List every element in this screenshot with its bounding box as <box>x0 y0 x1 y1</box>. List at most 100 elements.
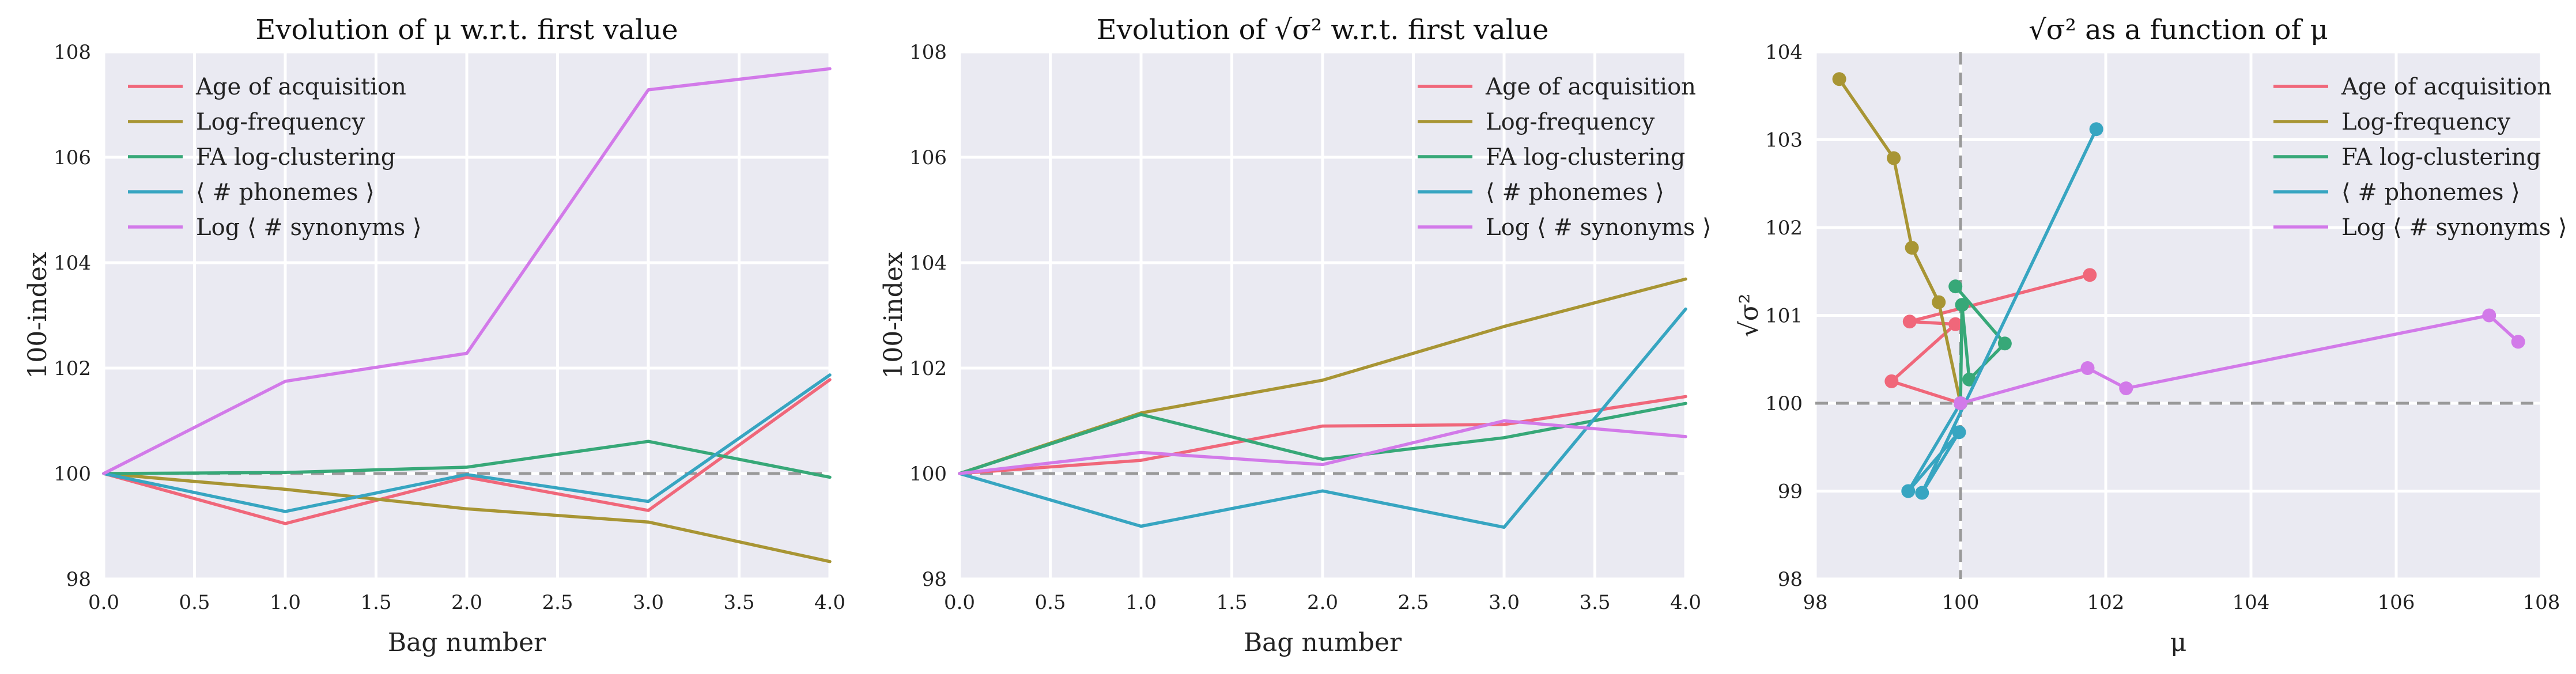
x-tick-label: 3.5 <box>723 591 754 614</box>
y-axis-label: 100-index <box>879 252 908 378</box>
data-point <box>1954 396 1967 410</box>
x-tick-label: 98 <box>1803 591 1827 614</box>
data-point <box>1962 372 1977 387</box>
x-tick-label: 0.0 <box>88 591 119 614</box>
data-point <box>1952 425 1966 440</box>
legend-label: Log ⟨ # synonyms ⟩ <box>2341 214 2567 241</box>
chart-title: Evolution of √σ² w.r.t. first value <box>1097 14 1549 46</box>
x-tick-label: 1.0 <box>270 591 301 614</box>
series-line-2 <box>102 472 832 563</box>
chart-panel-1: 0.0 0.5 1.0 1.5 2.0 2.5 3.0 3.5 4.09810010210410… <box>23 14 845 657</box>
series-line-5 <box>102 67 832 475</box>
x-tick-label: 2.5 <box>542 591 573 614</box>
x-tick-label: 1.0 <box>1125 591 1157 614</box>
data-point <box>1884 374 1899 388</box>
data-point <box>2080 361 2095 375</box>
series-line-1 <box>102 378 832 525</box>
x-tick-label: 104 <box>2233 591 2270 614</box>
y-tick-label: 108 <box>54 41 91 64</box>
legend: Age of acquisition Log-frequency FA log-cl… <box>2273 74 2567 241</box>
x-tick-label: 3.0 <box>633 591 664 614</box>
series-line-1 <box>958 395 1687 475</box>
legend-label: ⟨ # phonemes ⟩ <box>196 179 375 206</box>
x-tick-label: 102 <box>2087 591 2125 614</box>
legend-label: FA log-clustering <box>196 144 395 171</box>
data-point <box>2511 335 2525 349</box>
legend-label: Log ⟨ # synonyms ⟩ <box>196 214 422 241</box>
y-tick-label: 104 <box>1765 41 1803 64</box>
y-tick-label: 102 <box>54 357 91 380</box>
y-axis-label: √σ² <box>1735 294 1764 338</box>
data-point <box>1955 298 1969 312</box>
x-axis-label: Bag number <box>1244 628 1402 657</box>
legend: Age of acquisition Log-frequency FA log-cl… <box>1418 74 1712 241</box>
legend-label: Log-frequency <box>2341 109 2511 135</box>
chart-title: Evolution of μ w.r.t. first value <box>255 14 678 46</box>
x-tick-label: 0.5 <box>179 591 210 614</box>
data-point <box>1948 317 1963 331</box>
y-tick-label: 102 <box>909 357 947 380</box>
y-tick-label: 100 <box>1765 392 1803 415</box>
x-tick-label: 4.0 <box>1670 591 1701 614</box>
data-point <box>1832 72 1846 86</box>
data-point <box>2083 268 2097 282</box>
data-point <box>1902 315 1917 329</box>
y-tick-label: 99 <box>1778 480 1803 503</box>
data-point <box>1915 486 1929 500</box>
x-tick-label: 3.5 <box>1579 591 1610 614</box>
x-tick-label: 100 <box>1942 591 1980 614</box>
legend-label: Log-frequency <box>1486 109 1655 135</box>
legend: Age of acquisition Log-frequency FA log-cl… <box>128 74 422 241</box>
data-point <box>1948 279 1963 294</box>
y-tick-label: 102 <box>1765 217 1803 240</box>
y-tick-label: 108 <box>909 41 947 64</box>
chart-panel-2: 0.0 0.5 1.0 1.5 2.0 2.5 3.0 3.5 4.09810010210410… <box>879 14 1712 657</box>
x-tick-label: 2.0 <box>451 591 482 614</box>
y-tick-label: 100 <box>909 463 947 486</box>
y-axis-label: 100-index <box>23 252 52 378</box>
y-tick-label: 98 <box>922 568 947 591</box>
data-point <box>1887 151 1901 165</box>
data-point <box>2089 122 2103 137</box>
x-tick-label: 1.5 <box>1216 591 1247 614</box>
legend-label: FA log-clustering <box>1486 144 1685 171</box>
legend-label: ⟨ # phonemes ⟩ <box>1486 179 1664 206</box>
x-tick-label: 1.5 <box>360 591 391 614</box>
data-point <box>2482 308 2496 323</box>
data-point <box>1905 241 1919 255</box>
data-point <box>1997 336 2012 351</box>
legend-label: Log ⟨ # synonyms ⟩ <box>1486 214 1712 241</box>
legend-label: Age of acquisition <box>1485 74 1696 100</box>
x-tick-label: 2.0 <box>1307 591 1338 614</box>
x-tick-label: 2.5 <box>1397 591 1429 614</box>
data-point <box>2119 381 2133 396</box>
legend-label: Log-frequency <box>196 109 365 135</box>
series-line-5 <box>958 419 1687 475</box>
x-tick-label: 3.0 <box>1489 591 1520 614</box>
y-tick-label: 106 <box>54 146 91 169</box>
legend-label: FA log-clustering <box>2341 144 2541 171</box>
legend-label: Age of acquisition <box>195 74 406 100</box>
y-tick-label: 103 <box>1765 129 1803 152</box>
x-axis-label: μ <box>2170 628 2187 657</box>
chart-panel-3: 98 100 102 104 106 108 98 99 100 101 102 103 104 √σ² … <box>1735 14 2567 657</box>
x-tick-label: 106 <box>2378 591 2415 614</box>
y-tick-label: 101 <box>1765 305 1803 328</box>
data-point <box>1932 295 1946 309</box>
data-point <box>1901 484 1916 498</box>
y-tick-label: 98 <box>66 568 91 591</box>
legend-label: ⟨ # phonemes ⟩ <box>2341 179 2520 206</box>
y-tick-label: 106 <box>909 146 947 169</box>
y-tick-label: 104 <box>909 252 947 275</box>
series-line-4 <box>102 373 832 513</box>
y-tick-label: 104 <box>54 252 91 275</box>
series-line-4 <box>958 307 1687 529</box>
x-tick-label: 0.0 <box>944 591 975 614</box>
y-tick-label: 98 <box>1778 568 1803 591</box>
chart-title: √σ² as a function of μ <box>2029 14 2328 46</box>
x-tick-label: 108 <box>2523 591 2560 614</box>
legend-label: Age of acquisition <box>2341 74 2552 100</box>
x-axis-label: Bag number <box>388 628 546 657</box>
x-tick-label: 4.0 <box>814 591 845 614</box>
